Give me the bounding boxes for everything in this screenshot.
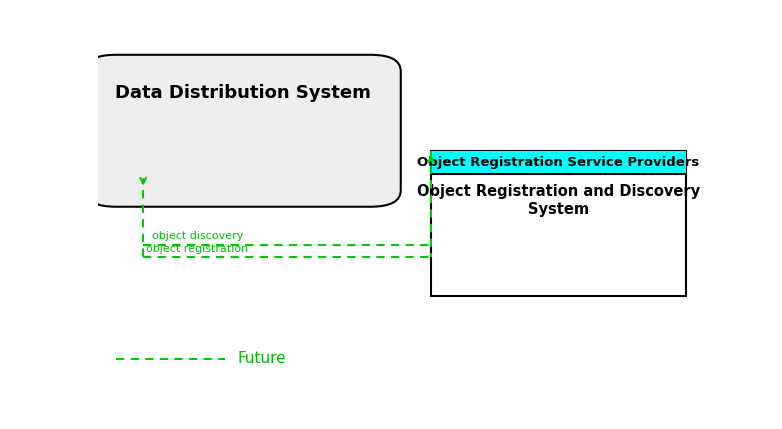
Text: Object Registration Service Providers: Object Registration Service Providers	[418, 156, 699, 169]
Text: Object Registration and Discovery
System: Object Registration and Discovery System	[417, 184, 700, 217]
FancyBboxPatch shape	[86, 55, 401, 207]
Text: object registration: object registration	[146, 244, 249, 254]
Bar	[431, 151, 686, 296]
Text: Data Distribution System: Data Distribution System	[115, 84, 371, 102]
Text: object discovery: object discovery	[152, 231, 244, 241]
Bar	[431, 151, 686, 174]
Text: Future: Future	[237, 351, 285, 366]
